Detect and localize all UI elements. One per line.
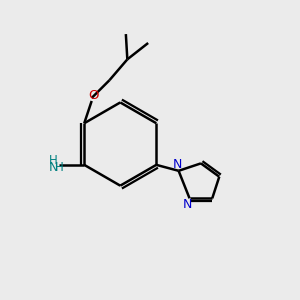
Text: O: O <box>88 89 98 102</box>
Text: N: N <box>48 161 58 174</box>
Text: N: N <box>182 198 192 212</box>
Text: H: H <box>55 161 63 174</box>
Text: N: N <box>172 158 182 171</box>
Text: H: H <box>49 154 57 167</box>
